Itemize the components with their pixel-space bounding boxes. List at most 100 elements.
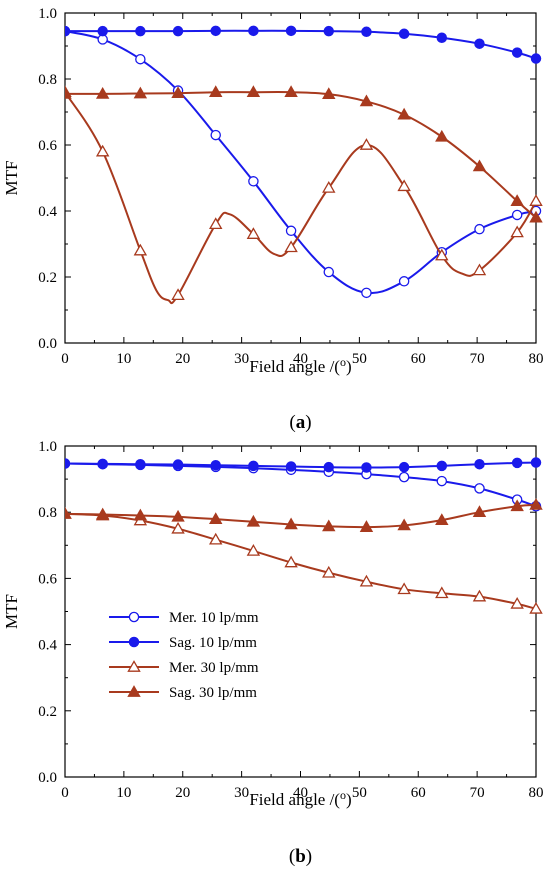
data-point-mer30 [95,144,110,157]
y-tick-label: 0.2 [38,270,57,286]
data-point-sag10 [97,25,108,37]
data-point-mer30 [322,565,336,578]
data-point-mer10 [285,225,297,237]
plot-frame [64,445,537,778]
data-point-sag30 [95,507,110,520]
data-point-sag10 [436,32,448,44]
data-point-mer10 [511,209,523,221]
data-point-sag30 [435,513,449,525]
data-point-sag30 [133,86,148,99]
panel-label: (b) [289,846,312,867]
data-point-sag30 [359,520,374,532]
legend-marker [128,636,140,648]
series-mer10 [65,25,542,299]
data-point-mer30 [133,243,148,256]
data-point-sag10 [65,25,71,37]
data-point-sag10 [323,25,335,37]
series-sag30 [65,498,543,532]
series-line-mer30 [65,91,537,305]
data-point-mer10 [135,53,146,65]
series-sag10 [65,25,542,64]
x-tick-label: 40 [293,785,308,801]
data-point-sag30 [529,498,543,510]
data-point-mer10 [398,471,410,483]
data-point-sag30 [246,85,261,98]
data-point-sag30 [529,210,543,223]
data-point-sag30 [435,129,449,142]
data-point-mer30 [472,263,487,276]
series-line-sag30 [65,91,537,219]
data-point-mer30 [171,521,185,534]
y-tick-label: 1.0 [38,6,57,22]
chart-panel-a: 0 10 20 30 40 50 60 70 80 0.0 0.2 0.4 0.6 0.8 1.0 Field… [2,6,544,433]
x-tick-label: 50 [352,785,367,801]
data-point-sag30 [65,506,72,519]
legend-marker [127,685,141,697]
data-point-mer10 [323,266,335,278]
x-tick-label: 0 [61,351,69,367]
data-point-mer30 [171,288,185,301]
data-point-sag10 [172,25,184,37]
data-point-sag30 [397,107,411,120]
data-point-sag10 [323,461,335,473]
legend-entry-mer30: Mer. 30 lp/mm [109,660,259,676]
data-point-sag10 [530,457,542,468]
legend-entry-sag30: Sag. 30 lp/mm [109,685,257,701]
series-mer30 [65,506,543,614]
data-point-mer30 [397,582,411,595]
data-point-mer30 [359,574,374,587]
y-tick-label: 0.0 [38,770,57,786]
data-point-sag10 [511,457,523,469]
data-point-mer30 [284,240,298,253]
data-point-mer30 [284,555,298,568]
data-point-sag10 [172,459,184,470]
data-point-mer30 [529,194,543,206]
y-tick-label: 0.4 [38,638,57,654]
legend-label: Sag. 30 lp/mm [169,685,257,701]
x-axis-title: Field angle /(o) [249,788,351,809]
chart-panel-b: 0 10 20 30 40 50 60 70 80 0.0 0.2 0.4 0.6 0.8 1.0 Field… [2,439,544,867]
data-point-sag10 [436,460,448,472]
data-point-sag10 [361,462,372,473]
data-point-mer30 [208,532,223,545]
data-point-sag10 [135,458,146,470]
x-tick-label: 40 [293,351,308,367]
data-point-sag30 [65,86,72,99]
data-point-sag30 [95,86,110,99]
y-tick-label: 0.6 [38,571,57,587]
x-tick-label: 20 [175,351,190,367]
data-point-mer30 [208,217,223,230]
data-point-mer30 [472,589,487,602]
data-point-sag10 [398,28,410,40]
x-tick-label: 20 [175,785,190,801]
data-point-mer30 [529,601,543,614]
data-point-mer30 [246,544,261,556]
plot-frame [64,12,537,344]
data-point-sag10 [65,458,71,469]
data-point-sag30 [510,499,524,512]
data-point-mer30 [359,138,374,150]
series-sag10 [65,457,542,473]
y-tick-label: 0.4 [38,204,57,220]
x-tick-label: 80 [529,785,544,801]
data-point-sag10 [97,458,108,470]
legend-entry-mer10: Mer. 10 lp/mm [109,610,259,626]
data-point-mer10 [398,276,410,287]
series-line-mer30 [65,512,537,610]
data-point-sag10 [474,38,485,49]
data-point-mer30 [435,586,449,599]
x-tick-label: 30 [234,351,249,367]
data-point-sag10 [135,25,146,37]
data-point-mer30 [435,248,449,261]
x-axis-title: Field angle /(o) [249,355,351,376]
data-point-mer30 [510,225,524,238]
data-point-mer30 [322,180,336,193]
data-point-mer30 [510,596,524,609]
data-point-sag10 [210,25,221,37]
y-axis-title: MTF [2,161,21,196]
x-tick-label: 70 [470,785,485,801]
x-tick-label: 50 [352,351,367,367]
y-tick-label: 1.0 [38,439,57,455]
data-point-sag30 [171,509,185,522]
